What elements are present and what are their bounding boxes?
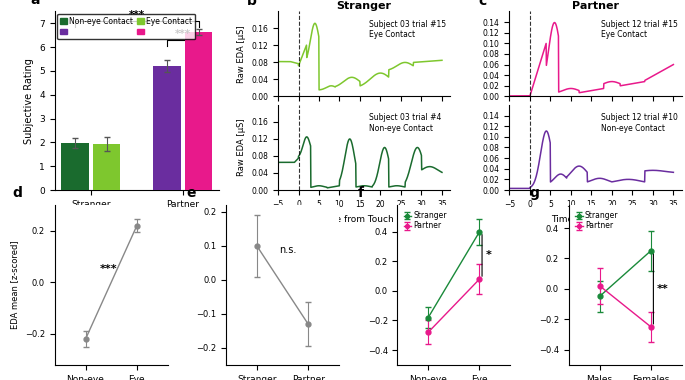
Title: Partner: Partner xyxy=(572,1,619,11)
Bar xyxy=(61,143,89,190)
Text: *: * xyxy=(486,250,492,260)
Text: Subject 03 trial #15
Eye Contact: Subject 03 trial #15 Eye Contact xyxy=(369,20,447,39)
Legend: Non-eye Contact, , Eye Contact, : Non-eye Contact, , Eye Contact, xyxy=(57,14,195,40)
Text: f: f xyxy=(358,186,364,200)
Y-axis label: Subjective Rating: Subjective Rating xyxy=(24,58,34,144)
X-axis label: Time from Touch [s]: Time from Touch [s] xyxy=(551,214,640,223)
Text: n.s.: n.s. xyxy=(279,245,297,255)
Y-axis label: EDA mean [z-scored]: EDA mean [z-scored] xyxy=(10,241,19,329)
Text: Subject 03 trial #4
Non-eye Contact: Subject 03 trial #4 Non-eye Contact xyxy=(369,114,442,133)
Text: c: c xyxy=(478,0,487,8)
Text: ***: *** xyxy=(129,10,145,21)
X-axis label: Time from Touch [s]: Time from Touch [s] xyxy=(319,214,409,223)
Y-axis label: Raw EDA [μS]: Raw EDA [μS] xyxy=(237,25,246,83)
Legend: Stranger, Partner: Stranger, Partner xyxy=(401,209,449,233)
Text: Subject 12 trial #10
Non-eye Contact: Subject 12 trial #10 Non-eye Contact xyxy=(601,114,677,133)
Text: Subject 12 trial #15
Eye Contact: Subject 12 trial #15 Eye Contact xyxy=(601,20,677,39)
Text: a: a xyxy=(30,0,40,7)
Text: d: d xyxy=(12,186,22,200)
Text: ***: *** xyxy=(100,264,118,274)
Title: Stranger: Stranger xyxy=(336,1,392,11)
Legend: Stranger, Partner: Stranger, Partner xyxy=(573,209,621,233)
Y-axis label: Raw EDA [μS]: Raw EDA [μS] xyxy=(237,119,246,176)
Text: g: g xyxy=(530,186,539,200)
Text: b: b xyxy=(247,0,257,8)
Text: **: ** xyxy=(657,284,669,294)
Text: e: e xyxy=(187,186,196,200)
Bar xyxy=(153,66,181,190)
Bar xyxy=(185,32,212,190)
Bar xyxy=(92,144,121,190)
Text: ***: *** xyxy=(175,30,191,40)
